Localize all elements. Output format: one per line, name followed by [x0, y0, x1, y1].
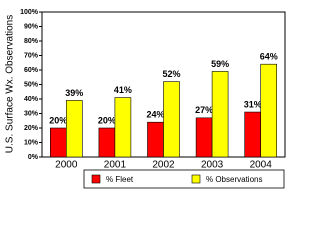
y-tick-label: 60% [24, 67, 39, 74]
x-tick-label: 2001 [104, 160, 127, 171]
y-tick-label: 50% [24, 81, 39, 88]
value-label: 52% [162, 69, 180, 79]
bar [244, 111, 261, 158]
x-tick-label: 2002 [152, 160, 175, 171]
legend-box [83, 169, 285, 189]
value-label: 20% [98, 115, 116, 125]
bar [114, 97, 132, 158]
value-label: 20% [49, 115, 67, 125]
y-tick-label: 100% [20, 9, 39, 16]
value-label: 41% [114, 85, 132, 95]
y-tick-label: 10% [24, 139, 39, 146]
value-label: 31% [244, 99, 262, 109]
legend-label: % Observations [206, 175, 262, 184]
y-axis-label: U.S. Surface Wx. Observations [5, 15, 16, 153]
legend-label: % Fleet [106, 175, 134, 184]
x-tick-label: 2000 [55, 160, 78, 171]
value-label: 59% [211, 59, 229, 69]
bar [163, 81, 180, 158]
bar [49, 127, 67, 158]
bar [98, 127, 116, 158]
bar [147, 121, 164, 158]
chart: U.S. Surface Wx. Observations 0% 10% 20% 30… [5, 9, 286, 189]
x-tick-label: 2004 [250, 160, 273, 171]
value-label: 64% [260, 52, 278, 62]
y-tick-label: 90% [24, 23, 39, 30]
value-label: 39% [65, 88, 83, 98]
y-tick-label: 30% [24, 110, 39, 117]
y-tick-label: 80% [24, 38, 39, 45]
y-tick-label: 40% [24, 96, 39, 103]
x-tick-label: 2003 [201, 160, 224, 171]
legend-swatch [191, 174, 201, 184]
y-tick-label: 0% [28, 154, 39, 161]
y-tick-label: 20% [24, 125, 39, 132]
value-label: 27% [195, 105, 213, 115]
bar [195, 117, 213, 158]
bar [66, 100, 83, 158]
value-label: 24% [146, 110, 164, 120]
bar [211, 71, 229, 158]
legend-swatch [91, 174, 101, 184]
y-tick-label: 70% [24, 52, 39, 59]
bar [260, 63, 278, 158]
